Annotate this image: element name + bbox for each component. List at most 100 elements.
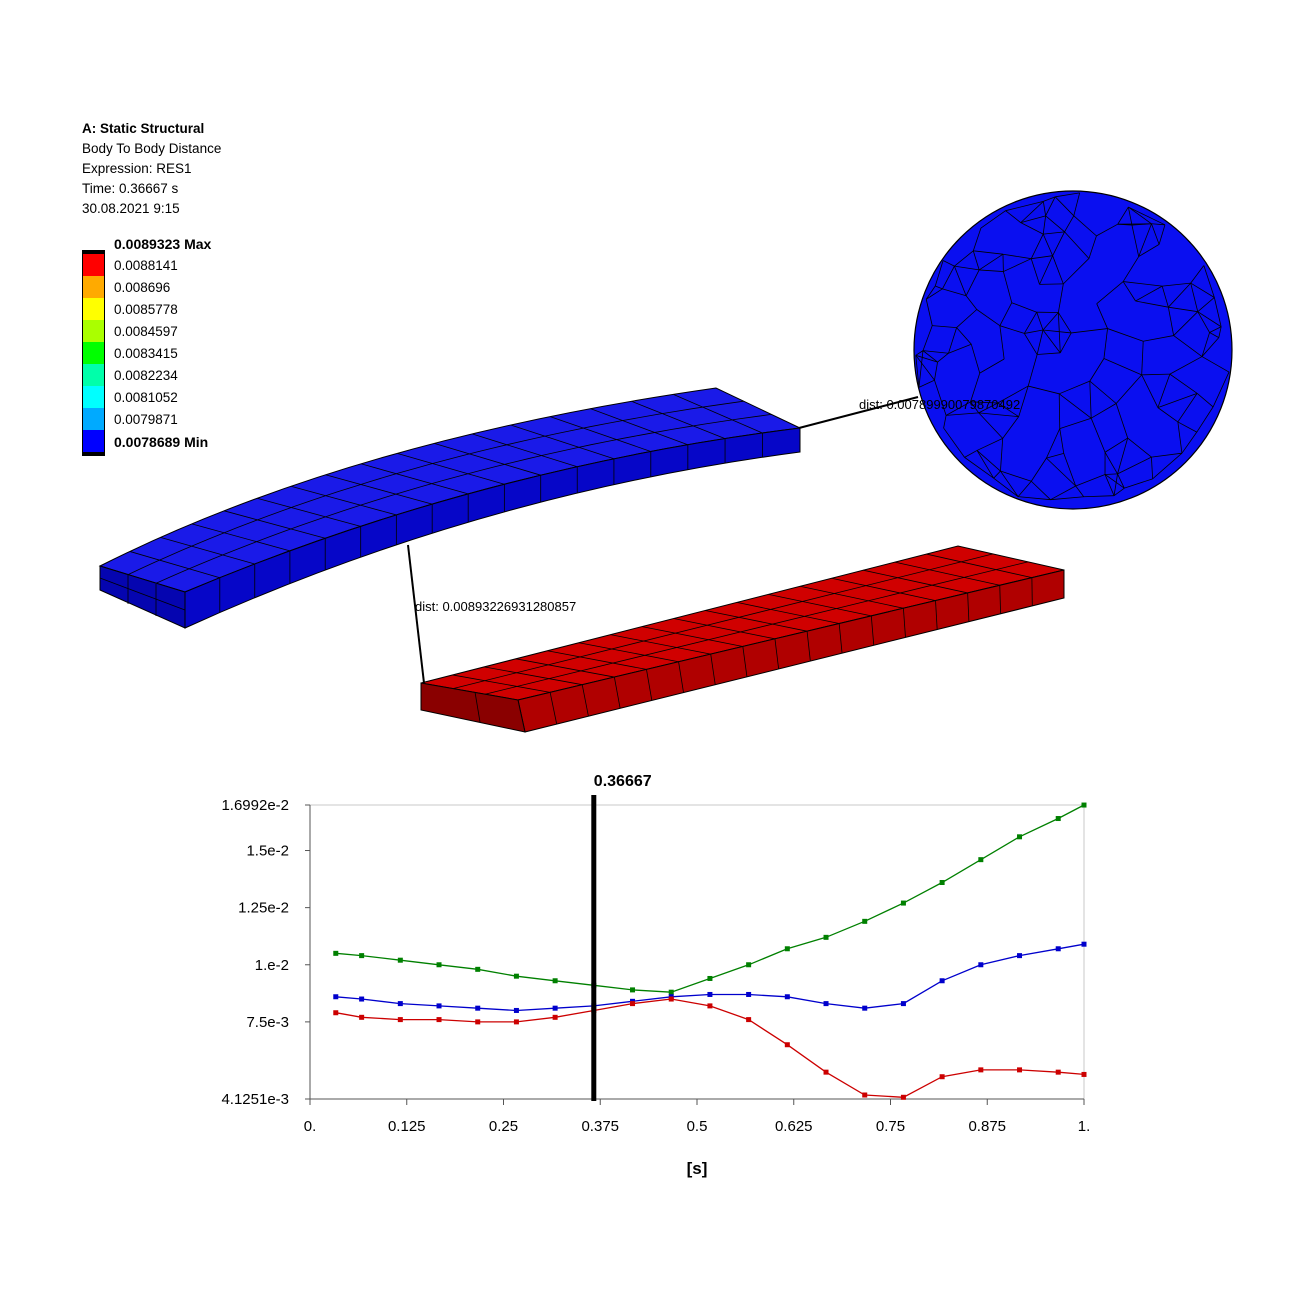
mesh-edge: [1117, 437, 1129, 475]
sphere-mesh-lines: [915, 192, 1230, 501]
mesh-edge: [1055, 192, 1080, 198]
mesh-edge: [452, 674, 551, 693]
mesh-edge: [943, 415, 947, 429]
mesh-edge: [1037, 352, 1061, 355]
mesh-edge: [1089, 358, 1105, 382]
legend-color-band: [82, 254, 105, 276]
mesh-edge: [956, 327, 972, 345]
time-history-chart[interactable]: 1.6992e-2 1.5e-2 1.25e-2 1.e-2 7.5e-3 4.1251e…: [0, 760, 1299, 1200]
mesh-edge: [1052, 255, 1064, 285]
series-point: [939, 978, 945, 984]
series-point: [823, 934, 829, 940]
mesh-edge: [1143, 335, 1174, 342]
x-tick-label: 0.875: [968, 1118, 1006, 1135]
mesh-edge: [918, 379, 935, 388]
mesh-edge: [1064, 215, 1075, 233]
mesh-edge: [1002, 271, 1013, 303]
mesh-edge: [976, 438, 1003, 451]
series-point: [862, 918, 868, 924]
mesh-edge: [1059, 428, 1065, 454]
legend-color-band: [82, 320, 105, 342]
series-point: [746, 1017, 752, 1023]
series-point: [333, 994, 339, 1000]
mesh-edge: [965, 269, 980, 296]
mesh-edge: [980, 210, 1006, 229]
curved-plate-body[interactable]: [98, 387, 802, 629]
mesh-edge: [948, 343, 972, 354]
mesh-edge: [903, 608, 906, 638]
mesh-edge: [99, 577, 186, 611]
mesh-edge: [1030, 258, 1040, 285]
mesh-edge: [937, 352, 949, 363]
mesh-edge: [1024, 329, 1044, 334]
series-lines: [333, 802, 1087, 1100]
series-line: [335, 804, 1085, 993]
probe-label-plate: dist: 0.00893226931280857: [415, 599, 576, 614]
mesh-edge: [942, 288, 967, 297]
sphere-body[interactable]: [913, 190, 1233, 510]
mesh-edge: [484, 561, 1029, 695]
result-name: Body To Body Distance: [82, 141, 222, 156]
series-point: [900, 1094, 906, 1100]
mesh-edge: [1058, 312, 1072, 334]
mesh-edge: [946, 412, 979, 416]
mesh-edge: [1131, 223, 1152, 226]
mesh-edge: [1043, 196, 1056, 202]
mesh-edge: [1089, 381, 1092, 419]
x-axis-label: [s]: [687, 1159, 708, 1178]
mesh-edge: [673, 618, 776, 640]
mesh-edge: [191, 523, 291, 552]
mesh-edge: [1141, 341, 1144, 375]
mesh-edge: [549, 692, 558, 725]
mesh-edge: [1031, 480, 1051, 500]
mesh-edge: [631, 400, 726, 439]
mesh-edge: [642, 626, 743, 647]
mesh-edge: [976, 309, 1001, 327]
mesh-edge: [978, 412, 1019, 418]
mesh-edge: [1135, 285, 1163, 302]
mesh-edge: [1131, 224, 1140, 257]
y-tick-label: 1.e-2: [255, 957, 289, 974]
mesh-edge: [1213, 297, 1222, 327]
mesh-edge: [1177, 421, 1197, 433]
series-point: [513, 1007, 519, 1013]
mesh-edge: [1039, 255, 1053, 285]
series-point: [513, 973, 519, 979]
legend-label: 0.0083415: [114, 346, 178, 361]
mesh-edge: [863, 569, 968, 594]
mesh-edge: [979, 269, 1004, 272]
series-point: [784, 946, 790, 952]
mesh-edge: [1011, 302, 1037, 313]
probe-label-sphere: dist: 0.00789990079870492: [859, 397, 1020, 412]
mesh-edge: [1128, 206, 1152, 225]
series-point: [1055, 1069, 1061, 1075]
mesh-edge: [646, 669, 653, 701]
model-viewport[interactable]: dist: 0.00789990079870492 dist: 0.008932…: [0, 0, 1299, 760]
mesh-edge: [1117, 456, 1152, 475]
mesh-edge: [935, 600, 938, 630]
result-info: A: Static Structural Body To Body Distan…: [82, 119, 221, 219]
time-marker[interactable]: 0.36667: [591, 773, 652, 1101]
mesh-edge: [965, 295, 978, 310]
mesh-edge: [922, 350, 938, 363]
legend-color-band: [82, 408, 105, 430]
mesh-edge: [578, 642, 679, 663]
mesh-edge: [710, 654, 716, 685]
mesh-edge: [1042, 312, 1059, 331]
mesh-edge: [1000, 470, 1019, 497]
mesh-edge: [434, 442, 541, 476]
series-point: [436, 1017, 442, 1023]
mesh-edge: [127, 400, 744, 575]
mesh-edge: [1113, 487, 1125, 497]
series-line: [335, 998, 1085, 1098]
mesh-edge: [1173, 335, 1203, 357]
series-point: [707, 1003, 713, 1009]
flat-plate-body[interactable]: [420, 545, 1065, 733]
mesh-edge: [1201, 356, 1230, 373]
mesh-edge: [1057, 312, 1061, 353]
mesh-edge: [1005, 210, 1022, 223]
sphere-surface[interactable]: [913, 190, 1233, 510]
mesh-edge: [1151, 223, 1160, 245]
mesh-edge: [976, 450, 995, 479]
mesh-edge: [1088, 235, 1097, 259]
